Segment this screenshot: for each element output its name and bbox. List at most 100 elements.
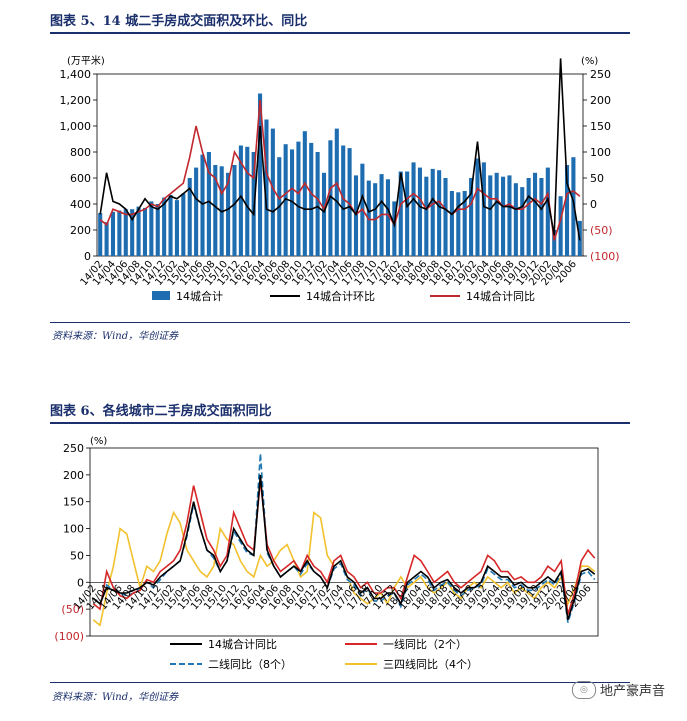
chart1-bar (488, 175, 493, 256)
chart1-bar (232, 165, 237, 256)
chart1-bar (507, 175, 512, 256)
chart1-left-tick-label: 400 (70, 198, 91, 211)
chart1-bar (174, 200, 179, 256)
chart1-bar (558, 196, 563, 256)
chart1-bar (136, 206, 141, 256)
chart2-title: 图表 6、各线城市二手房成交面积同比 (50, 404, 272, 419)
chart2-y-tick-label: 250 (63, 442, 84, 455)
chart2-plot-frame (89, 447, 599, 637)
chart1-bar (283, 144, 288, 256)
chart1-right-tick-label: 50 (590, 172, 604, 185)
chart1-bar (417, 167, 422, 256)
chart1-bar (289, 149, 295, 256)
chart2-y-tick-label: (100) (54, 630, 84, 643)
chart1-bar (564, 165, 570, 256)
chart1-bar (443, 178, 448, 256)
chart1-legend-bar-swatch (152, 291, 170, 300)
chart1-bottom-rule (50, 322, 630, 323)
chart1-bar (117, 210, 122, 256)
chart1-bar (245, 146, 250, 256)
chart1-bar (264, 119, 269, 256)
chart1-bar (181, 193, 186, 256)
chart1-bar (194, 167, 199, 256)
chart1-bar (475, 158, 480, 256)
chart1-bar (392, 201, 397, 256)
chart1-bar (321, 172, 327, 256)
chart1-bar (347, 148, 352, 256)
chart1-bar (405, 171, 410, 256)
chart1-plot-frame (96, 73, 584, 257)
chart1-bar (309, 142, 314, 256)
chart1-right-tick-label: 250 (590, 68, 611, 81)
chart1-bar (213, 165, 218, 256)
chart2-bottom-rule (50, 682, 630, 683)
chart1-left-tick-label: 1,200 (60, 94, 92, 107)
chart2-y-tick-label: 50 (70, 549, 84, 562)
chart1-bar (104, 222, 109, 256)
chart1-right-tick-label: 100 (590, 146, 611, 159)
chart1-bar (462, 191, 467, 256)
chart1-bar (206, 152, 211, 256)
chart1-bar (437, 170, 442, 256)
chart1-bar (226, 172, 231, 256)
chart1-left-tick-label: 1,400 (60, 68, 92, 81)
chart1-bar (520, 187, 525, 256)
chart2-series-tier1-line (92, 480, 596, 615)
chart1-left-tick-label: 0 (84, 250, 91, 263)
chart1-bar (168, 194, 173, 256)
chart1-bar (456, 192, 461, 256)
chart1-bar (341, 145, 346, 256)
chart2-unit: (%) (90, 436, 107, 447)
chart2-source: 资料来源：Wind，华创证券 (52, 692, 179, 703)
chart1-bar (545, 167, 550, 256)
chart2-legend-tier2-label: 二线同比（8个） (208, 657, 292, 671)
chart1-bar (270, 128, 275, 256)
chart1-right-unit: (%) (581, 56, 598, 67)
chart1-title: 图表 5、14 城二手房成交面积及环比、同比 (50, 14, 308, 29)
chart1-bar (526, 178, 531, 256)
chart1-bar (238, 145, 243, 256)
chart1-bar (539, 178, 544, 256)
chart1-bar (385, 179, 391, 256)
chart1-right-tick-label: (100) (590, 250, 620, 263)
chart1-bar (110, 211, 116, 256)
chart1-bar (430, 168, 435, 256)
chart1-bar (532, 172, 538, 256)
chart1-right-tick-label: 0 (590, 198, 597, 211)
chart1-bar (481, 162, 486, 256)
chart1-bar (200, 154, 205, 256)
chart1-legend-mom-label: 14城合计环比 (306, 289, 375, 303)
chart1-bar (513, 183, 518, 256)
chart2-title-rule (50, 422, 630, 424)
chart1-series-yoy-line (99, 99, 581, 241)
chart1-legend-yoy-label: 14城合计同比 (466, 289, 535, 303)
chart1-bar (155, 204, 160, 256)
chart2-series-total-line (92, 474, 596, 621)
chart2-y-tick-label: 0 (77, 576, 84, 589)
chart1-left-tick-label: 200 (70, 224, 91, 237)
chart1-series-mom-line (99, 58, 581, 241)
chart1-left-unit: (万平米) (67, 54, 105, 67)
chart1-source: 资料来源：Wind，华创证券 (52, 331, 179, 342)
wechat-icon: ◎ (571, 680, 596, 699)
chart2-svg: (%)(100)(50)05010015020025014/0214/0414/… (54, 436, 599, 671)
watermark: ◎ 地产豪声音 (571, 680, 665, 699)
chart1-left-tick-label: 600 (70, 172, 91, 185)
chart2-legend-tier1-label: 一线同比（2个） (383, 637, 467, 651)
chart1-bar (353, 175, 359, 256)
chart2-y-tick-label: 200 (63, 469, 84, 482)
chart1-right-tick-label: 200 (590, 94, 611, 107)
chart1-bar (315, 152, 320, 256)
chart2-y-tick-label: (50) (61, 603, 84, 616)
chart2-y-tick-label: 150 (63, 496, 84, 509)
chart2-legend-total-label: 14城合计同比 (208, 637, 277, 651)
chart1-svg: (万平米) (%) 0 200 400 600 800 1,000 1,200 1,400 (100… (60, 54, 620, 303)
chart2-legend-tier34-label: 三四线同比（4个） (383, 657, 478, 671)
chart1-bar (501, 176, 506, 256)
chart1-right-tick-label: 150 (590, 120, 611, 133)
chart1-bar (258, 93, 263, 256)
chart1-legend-bar-label: 14城合计 (176, 289, 223, 303)
chart1-bar (449, 191, 454, 256)
chart1-bar (302, 131, 307, 256)
chart2-y-tick-label: 100 (63, 523, 84, 536)
